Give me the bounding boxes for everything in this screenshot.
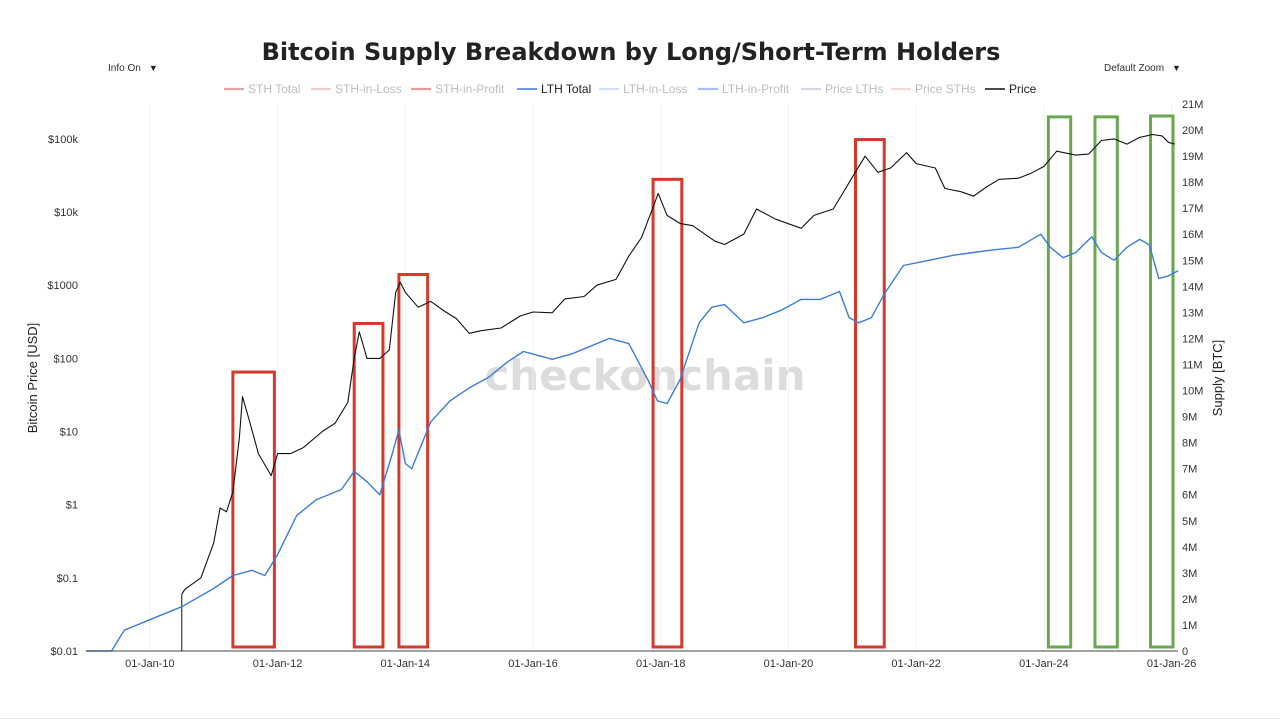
y-right-tick-label: 18M (1182, 177, 1203, 189)
info-dropdown[interactable]: Info On ▼ (100, 58, 166, 78)
legend-label: Price STHs (915, 82, 976, 96)
y-right-tick-label: 4M (1182, 542, 1197, 554)
x-tick-label: 01-Jan-12 (253, 658, 303, 670)
legend-item[interactable]: LTH-in-Loss (599, 82, 687, 96)
legend-label: LTH-in-Profit (722, 82, 790, 96)
green-highlight-box (1149, 114, 1175, 649)
x-tick-label: 01-Jan-14 (381, 658, 431, 670)
legend-label: LTH-in-Loss (623, 82, 687, 96)
y-right-tick-label: 3M (1182, 568, 1197, 580)
chevron-down-icon: ▼ (1172, 63, 1181, 73)
y-left-tick-label: $10 (60, 427, 78, 439)
chart-title: Bitcoin Supply Breakdown by Long/Short-T… (261, 38, 1001, 66)
red-highlight-box (352, 321, 385, 649)
red-highlight-box (397, 273, 430, 649)
green-highlight-box (1046, 115, 1073, 649)
red-highlight-box (231, 370, 276, 649)
y-right-tick-label: 21M (1182, 99, 1203, 111)
chart-gridlines (149, 104, 1173, 651)
zoom-dropdown-label: Default Zoom (1104, 62, 1165, 74)
y-right-tick-label: 15M (1182, 255, 1203, 267)
y-right-tick-label: 19M (1182, 151, 1203, 163)
chevron-down-icon: ▼ (148, 63, 158, 73)
green-highlight-box (1093, 115, 1119, 649)
y-right-tick-label: 2M (1182, 594, 1197, 606)
y-right-tick-label: 5M (1182, 516, 1197, 528)
red-highlight-box (651, 177, 684, 649)
y-left-tick-label: $1 (66, 500, 78, 512)
y-left-tick-label: $100 (54, 353, 78, 365)
legend-label: STH-in-Profit (435, 82, 505, 96)
legend-item[interactable]: LTH-in-Profit (698, 82, 790, 96)
y-left-tick-label: $1000 (47, 280, 78, 292)
y-right-tick-label: 14M (1182, 281, 1203, 293)
y-right-tick-label: 6M (1182, 490, 1197, 502)
y-left-tick-label: $100k (48, 134, 78, 146)
legend-item[interactable]: LTH Total (517, 82, 591, 96)
legend-item[interactable]: STH-in-Profit (411, 82, 505, 96)
y-right-tick-label: 13M (1182, 307, 1203, 319)
y-right-tick-label: 16M (1182, 229, 1203, 241)
lth-total-series-line (86, 233, 1179, 652)
y-right-tick-label: 12M (1182, 333, 1203, 345)
legend-label: Price (1009, 82, 1037, 96)
y-right-tick-label: 20M (1182, 125, 1203, 137)
chart-axes: 01-Jan-10 01-Jan-12 01-Jan-14 01-Jan-16 01-J… (25, 99, 1225, 670)
legend-label: Price LTHs (825, 82, 883, 96)
y-right-tick-label: 8M (1182, 438, 1197, 450)
legend-item[interactable]: STH Total (224, 82, 300, 96)
y-right-tick-label: 7M (1182, 464, 1197, 476)
y-left-tick-label: $0.1 (57, 573, 78, 585)
y-left-tick-label: $10k (54, 207, 78, 219)
x-tick-label: 01-Jan-20 (764, 658, 814, 670)
y-left-tick-label: $0.01 (50, 646, 78, 658)
y-left-axis-title: Bitcoin Price [USD] (25, 323, 40, 434)
y-right-tick-label: 17M (1182, 203, 1203, 215)
legend-item[interactable]: Price (985, 82, 1037, 96)
y-right-axis-title: Supply [BTC] (1210, 340, 1225, 417)
legend-label: LTH Total (541, 82, 591, 96)
legend-item[interactable]: Price LTHs (801, 82, 883, 96)
x-tick-label: 01-Jan-26 (1147, 658, 1197, 670)
red-highlight-box (854, 138, 886, 649)
legend-item[interactable]: Price STHs (891, 82, 976, 96)
x-tick-label: 01-Jan-18 (636, 658, 686, 670)
info-dropdown-label: Info On (108, 62, 141, 74)
page-divider (0, 718, 1280, 719)
price-series-line (181, 133, 1175, 595)
series-lines (86, 133, 1179, 652)
y-right-tick-label: 10M (1182, 386, 1203, 398)
legend-label: STH-in-Loss (335, 82, 402, 96)
legend-item[interactable]: STH-in-Loss (311, 82, 402, 96)
x-tick-label: 01-Jan-24 (1019, 658, 1069, 670)
x-tick-label: 01-Jan-10 (125, 658, 175, 670)
y-right-tick-label: 11M (1182, 359, 1203, 371)
x-tick-label: 01-Jan-16 (508, 658, 558, 670)
y-right-tick-label: 1M (1182, 620, 1197, 632)
y-right-tick-label: 0 (1182, 646, 1188, 658)
x-tick-label: 01-Jan-22 (891, 658, 941, 670)
legend-label: STH Total (248, 82, 300, 96)
zoom-dropdown[interactable]: Default Zoom ▼ (1096, 58, 1189, 78)
legend: STH Total STH-in-Loss STH-in-Profit LTH Tot… (224, 82, 1037, 96)
y-right-tick-label: 9M (1182, 412, 1197, 424)
